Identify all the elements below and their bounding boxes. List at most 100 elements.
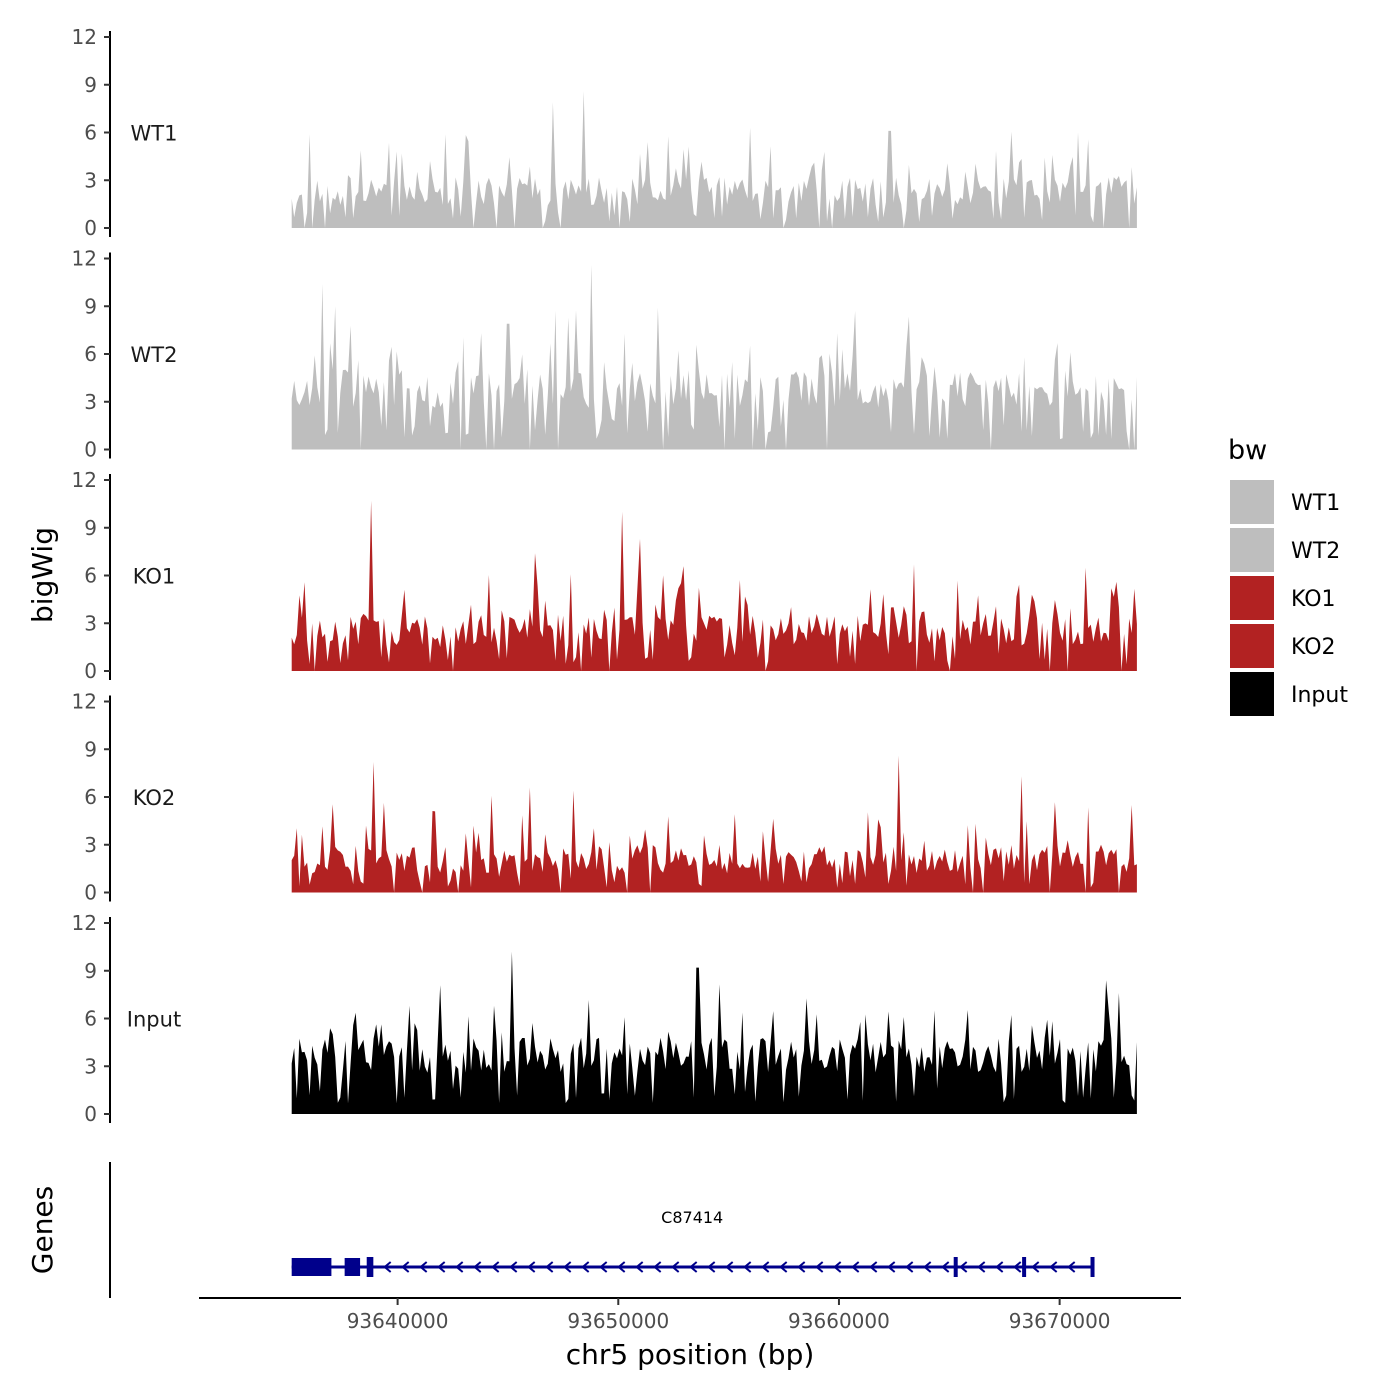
- y-tick-label: 12: [72, 247, 97, 271]
- strand-arrow: [401, 1261, 410, 1273]
- legend-entry-ko2: KO2: [1230, 624, 1336, 668]
- y-tick-label: 0: [84, 438, 97, 462]
- strand-arrow: [473, 1261, 482, 1273]
- strand-arrow: [491, 1261, 500, 1273]
- strand-arrow: [905, 1261, 914, 1273]
- gene-exon: [344, 1258, 361, 1276]
- y-tick-label: 0: [84, 659, 97, 683]
- x-tick-label: 93670000: [1009, 1309, 1111, 1333]
- legend-label: KO1: [1291, 587, 1336, 612]
- y-tick-label: 6: [84, 785, 97, 809]
- strand-arrow: [455, 1261, 464, 1273]
- x-axis: chr5 position (bp) 93640000 93650000 93660…: [199, 1297, 1181, 1371]
- gene-exon: [1022, 1257, 1027, 1277]
- strand-arrow: [635, 1261, 644, 1273]
- strand-arrow: [995, 1261, 1004, 1273]
- legend-swatch: [1230, 672, 1274, 716]
- y-tick-label: 9: [84, 294, 97, 318]
- strand-arrow: [725, 1261, 734, 1273]
- y-tick-label: 6: [84, 121, 97, 145]
- gene-exon: [366, 1257, 374, 1277]
- strand-arrow: [815, 1261, 824, 1273]
- track-wt2: 0 3 6 9 12 WT2: [72, 247, 1137, 462]
- track-label: Input: [127, 1008, 181, 1032]
- strand-arrow: [851, 1261, 860, 1273]
- strand-arrow: [383, 1261, 392, 1273]
- strand-arrow: [545, 1261, 554, 1273]
- gene-exon: [953, 1257, 958, 1277]
- coverage-area-input: [291, 951, 1137, 1114]
- strand-arrow: [869, 1261, 878, 1273]
- legend-entry-input: Input: [1230, 672, 1348, 716]
- track-label: KO1: [133, 565, 176, 589]
- y-tick-label: 3: [84, 1054, 97, 1078]
- legend-label: WT2: [1291, 539, 1340, 564]
- strand-arrow: [509, 1261, 518, 1273]
- x-axis-title: chr5 position (bp): [566, 1338, 815, 1371]
- genes-track-title: Genes: [26, 1186, 59, 1274]
- strand-arrow: [1013, 1261, 1022, 1273]
- strand-arrow: [707, 1261, 716, 1273]
- strand-arrow: [653, 1261, 662, 1273]
- coverage-area-wt2: [291, 264, 1137, 450]
- strand-arrow: [1049, 1261, 1058, 1273]
- strand-arrow: [527, 1261, 536, 1273]
- y-tick-label: 9: [84, 737, 97, 761]
- y-tick-label: 3: [84, 390, 97, 414]
- track-label: KO2: [133, 786, 176, 810]
- strand-arrow: [959, 1261, 968, 1273]
- legend-label: Input: [1291, 683, 1348, 708]
- gene-label: C87414: [661, 1208, 723, 1227]
- track-label: WT1: [131, 122, 178, 146]
- legend-swatch: [1230, 576, 1274, 620]
- bigwig-tracks: 0 3 6 9 12 WT1 0 3 6 9 12 WT2 0 3 6 9 12 KO1 0 3 6 9 12 KO2 0 3 6 9…: [72, 25, 1137, 1126]
- strand-arrow: [1067, 1261, 1076, 1273]
- strand-arrow: [599, 1261, 608, 1273]
- y-tick-label: 12: [72, 690, 97, 714]
- strand-arrow: [743, 1261, 752, 1273]
- strand-arrow: [617, 1261, 626, 1273]
- legend-swatch: [1230, 624, 1274, 668]
- y-tick-label: 12: [72, 468, 97, 492]
- strand-arrow: [563, 1261, 572, 1273]
- y-tick-label: 3: [84, 168, 97, 192]
- strand-arrow: [779, 1261, 788, 1273]
- strand-arrow: [761, 1261, 770, 1273]
- coverage-area-wt1: [291, 91, 1137, 228]
- y-tick-label: 6: [84, 1007, 97, 1031]
- y-tick-label: 3: [84, 833, 97, 857]
- y-tick-label: 0: [84, 1102, 97, 1126]
- strand-arrow: [977, 1261, 986, 1273]
- y-tick-label: 6: [84, 564, 97, 588]
- track-wt1: 0 3 6 9 12 WT1: [72, 25, 1137, 240]
- y-tick-label: 12: [72, 911, 97, 935]
- legend-swatch: [1230, 480, 1274, 524]
- gene-exon: [291, 1258, 332, 1276]
- strand-arrow: [923, 1261, 932, 1273]
- strand-arrow: [689, 1261, 698, 1273]
- legend-swatch: [1230, 528, 1274, 572]
- legend-entry-wt2: WT2: [1230, 528, 1340, 572]
- legend-entry-ko1: KO1: [1230, 576, 1336, 620]
- legend-label: KO2: [1291, 635, 1336, 660]
- strand-arrow: [581, 1261, 590, 1273]
- y-tick-label: 9: [84, 73, 97, 97]
- y-tick-label: 6: [84, 342, 97, 366]
- y-tick-label: 9: [84, 959, 97, 983]
- strand-arrow: [833, 1261, 842, 1273]
- legend-entry-wt1: WT1: [1230, 480, 1340, 524]
- strand-arrow: [671, 1261, 680, 1273]
- y-tick-label: 3: [84, 611, 97, 635]
- y-tick-label: 9: [84, 516, 97, 540]
- strand-arrow: [419, 1261, 428, 1273]
- x-tick-label: 93640000: [347, 1309, 449, 1333]
- strand-arrow: [1031, 1261, 1040, 1273]
- legend-label: WT1: [1291, 491, 1340, 516]
- y-tick-label: 0: [84, 881, 97, 905]
- strand-arrow: [941, 1261, 950, 1273]
- gene-exon: [1090, 1257, 1095, 1277]
- track-ko1: 0 3 6 9 12 KO1: [72, 468, 1137, 683]
- track-input: 0 3 6 9 12 Input: [72, 911, 1137, 1126]
- track-label: WT2: [131, 343, 178, 367]
